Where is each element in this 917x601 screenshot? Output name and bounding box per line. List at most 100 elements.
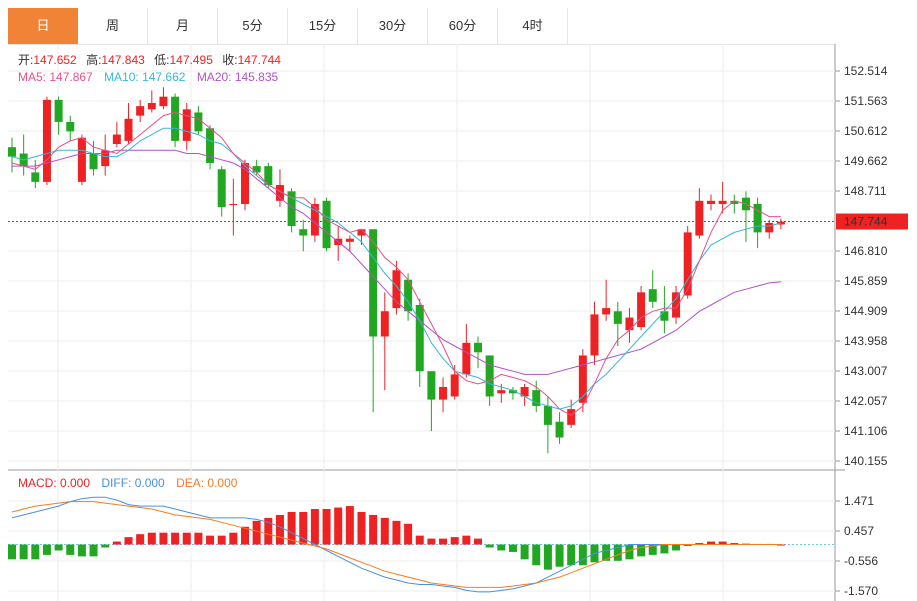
candle-body (707, 200, 715, 204)
candle-body (206, 128, 215, 163)
candle-body (672, 292, 681, 318)
tab-7[interactable]: 4时 (498, 8, 568, 44)
candle-body (660, 311, 669, 321)
candle-body (648, 289, 657, 302)
candle-body (718, 200, 727, 204)
macd-bar (357, 511, 366, 545)
price-tick-label: 145.859 (844, 274, 888, 288)
macd-bar (415, 535, 424, 545)
candle-body (264, 166, 273, 186)
candle-body (439, 387, 448, 400)
candle-body (54, 99, 63, 122)
candle-body (625, 317, 634, 331)
tab-2[interactable]: 月 (148, 8, 218, 44)
macd-bar (462, 535, 471, 545)
candle-body (392, 270, 401, 309)
macd-bar (637, 544, 646, 557)
macd-bar (695, 543, 704, 545)
macd-lines (11, 496, 781, 593)
candle-body (8, 147, 16, 157)
candle-body (310, 203, 319, 236)
macd-bar (497, 544, 506, 551)
candle-body (532, 390, 541, 406)
price-tick-label: 143.007 (844, 364, 888, 378)
candle-body (415, 304, 424, 372)
candle-body (229, 203, 238, 205)
candle-body (520, 387, 529, 397)
low-value: 147.495 (170, 53, 214, 67)
candle-body (474, 342, 482, 353)
candle-body (124, 118, 133, 141)
candle-body (159, 96, 168, 107)
ma5-legend: MA5: 147.867 (18, 70, 93, 84)
candle-body (77, 137, 86, 182)
chart-grid (8, 44, 845, 601)
macd-bar (532, 544, 541, 566)
candle-body (194, 112, 203, 132)
candle-body (89, 153, 98, 170)
macd-bar (648, 544, 657, 555)
macd-bar (543, 544, 552, 570)
dea-label: DEA: 0.000 (176, 476, 238, 490)
candle-body (427, 371, 436, 400)
macd-bar (124, 537, 133, 545)
high-label: 高: (86, 52, 101, 67)
ma5-line (11, 111, 781, 416)
macd-bar (404, 523, 413, 545)
price-tick-label: 144.909 (844, 304, 888, 318)
tab-4[interactable]: 15分 (288, 8, 358, 44)
candle-body (252, 166, 261, 173)
candle-body (543, 405, 552, 425)
price-tick-label: 149.662 (844, 154, 888, 168)
tab-0[interactable]: 日 (8, 8, 78, 44)
price-axis: 152.514 151.563 150.612 149.662 148.711 146.8… (835, 64, 908, 598)
macd-bar (625, 544, 634, 560)
candle-body (241, 162, 249, 204)
ohlc-header: 开:147.652 高:147.843 低:147.495 收:147.744 (18, 52, 281, 67)
diff-label: DIFF: 0.000 (101, 476, 165, 490)
candle-body (602, 308, 611, 315)
macd-bar (182, 532, 191, 545)
candle-body (753, 203, 762, 233)
price-tick-label: 150.612 (844, 124, 888, 138)
macd-tick-label: -1.570 (844, 584, 878, 598)
candle-body (171, 96, 180, 141)
candle-body (765, 222, 774, 233)
period-tab-bar: 日周月 5分 15分 30分 60分 4时 (8, 8, 835, 45)
macd-tick-label: 0.457 (844, 524, 874, 538)
price-tick-label: 146.810 (844, 244, 888, 258)
macd-bar (707, 541, 715, 545)
candle-body (322, 200, 331, 249)
macd-bars (8, 506, 785, 570)
price-tick-label: 141.106 (844, 424, 888, 438)
macd-bar (718, 541, 727, 545)
tab-3[interactable]: 5分 (218, 8, 288, 44)
macd-tick-label: 1.471 (844, 494, 874, 508)
macd-bar (194, 532, 203, 545)
macd-bar (42, 544, 51, 555)
candle-body (66, 121, 75, 132)
candle-body (578, 355, 587, 403)
tab-5[interactable]: 30分 (358, 8, 428, 44)
tab-6[interactable]: 60分 (428, 8, 498, 44)
price-tick-label: 142.057 (844, 394, 888, 408)
macd-bar (275, 514, 284, 545)
macd-bar (136, 534, 145, 545)
macd-bar (555, 544, 564, 567)
macd-bar (159, 532, 168, 545)
ma20-legend: MA20: 145.835 (197, 70, 279, 84)
candle-body (567, 409, 576, 425)
macd-bar (613, 544, 622, 561)
dea-line (11, 501, 781, 588)
macd-bar (474, 538, 482, 545)
macd-bar (334, 507, 343, 545)
macd-bar (485, 544, 494, 548)
candle-body (287, 191, 296, 227)
macd-bar (229, 532, 238, 545)
macd-bar (380, 517, 389, 545)
macd-label: MACD: 0.000 (18, 476, 90, 490)
tab-1[interactable]: 周 (78, 8, 148, 44)
candle-body (357, 229, 366, 236)
macd-bar (31, 544, 40, 560)
candle-body (299, 229, 308, 236)
